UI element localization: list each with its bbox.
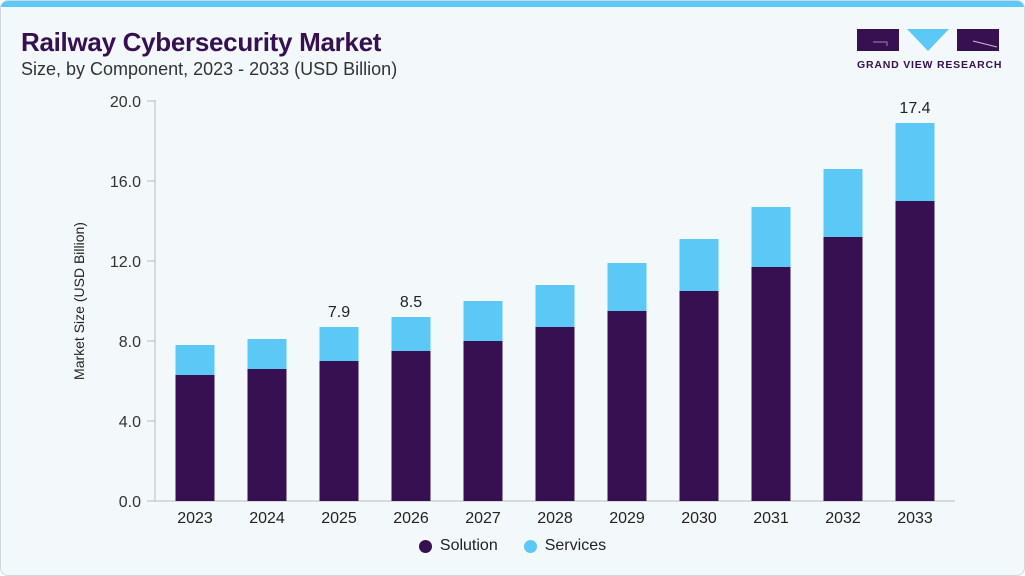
- legend-swatch-services: [523, 539, 537, 553]
- bar-solution-2028: [535, 327, 575, 501]
- x-tick-label: 2024: [249, 510, 285, 527]
- bar-solution-2030: [679, 291, 719, 501]
- y-axis-label: Market Size (USD Billion): [71, 222, 87, 380]
- chart-title: Railway Cybersecurity Market: [21, 27, 382, 57]
- bar-services-2028: [535, 285, 575, 327]
- x-tick-label: 2023: [177, 510, 213, 527]
- accent-bar: [1, 1, 1024, 7]
- grand-view-research-logo: [857, 29, 999, 51]
- legend-item-solution[interactable]: Solution: [418, 537, 498, 555]
- bar-services-2031: [751, 207, 791, 267]
- data-label-2033: 17.4: [899, 100, 930, 117]
- x-tick-label: 2033: [897, 510, 933, 527]
- y-tick-label: 0.0: [119, 494, 141, 511]
- bar-solution-2033: [895, 201, 935, 501]
- x-tick-label: 2029: [609, 510, 645, 527]
- bar-solution-2025: [319, 361, 359, 501]
- bar-services-2024: [247, 339, 287, 369]
- data-label-2026: 8.5: [400, 294, 422, 311]
- y-tick-label: 16.0: [110, 174, 141, 191]
- bar-services-2032: [823, 169, 863, 237]
- x-tick-label: 2028: [537, 510, 573, 527]
- y-tick-label: 20.0: [110, 94, 141, 111]
- legend-swatch-solution: [418, 539, 432, 553]
- x-tick-label: 2031: [753, 510, 789, 527]
- bar-services-2025: [319, 327, 359, 361]
- y-tick-label: 8.0: [119, 334, 141, 351]
- bar-solution-2031: [751, 267, 791, 501]
- bar-solution-2023: [175, 375, 215, 501]
- bar-services-2033: [895, 123, 935, 201]
- bar-solution-2027: [463, 341, 503, 501]
- bar-services-2023: [175, 345, 215, 375]
- bar-solution-2032: [823, 237, 863, 501]
- bar-services-2027: [463, 301, 503, 341]
- x-tick-label: 2032: [825, 510, 861, 527]
- x-tick-label: 2027: [465, 510, 501, 527]
- x-tick-label: 2025: [321, 510, 357, 527]
- legend-label-services: Services: [544, 537, 607, 554]
- bar-solution-2029: [607, 311, 647, 501]
- legend-item-services[interactable]: Services: [523, 537, 607, 555]
- legend-label-solution: Solution: [439, 537, 498, 554]
- legend: Solution Services: [0, 537, 1025, 555]
- bar-solution-2024: [247, 369, 287, 501]
- data-label-2025: 7.9: [328, 304, 350, 321]
- y-tick-label: 4.0: [119, 414, 141, 431]
- x-tick-label: 2030: [681, 510, 717, 527]
- bar-solution-2026: [391, 351, 431, 501]
- x-tick-label: 2026: [393, 510, 429, 527]
- chart-subtitle: Size, by Component, 2023 - 2033 (USD Bil…: [21, 59, 398, 79]
- bar-services-2030: [679, 239, 719, 291]
- y-tick-label: 12.0: [110, 254, 141, 271]
- logo-text: GRAND VIEW RESEARCH: [857, 59, 1003, 71]
- bar-services-2029: [607, 263, 647, 311]
- bar-services-2026: [391, 317, 431, 351]
